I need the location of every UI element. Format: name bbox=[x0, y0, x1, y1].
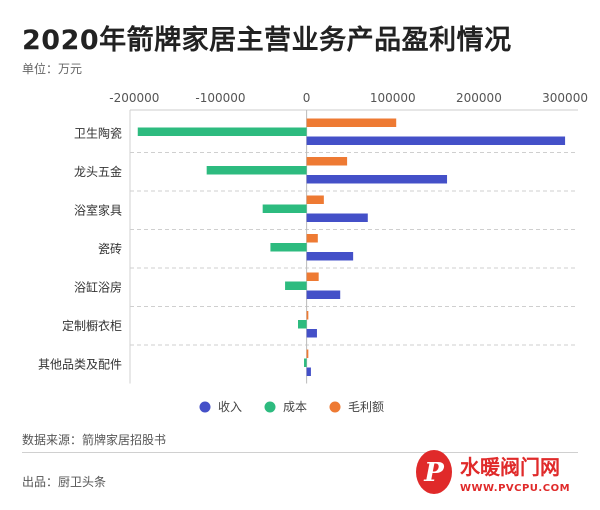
producer-credit: 出品：厨卫头条 bbox=[22, 475, 107, 489]
bar-收入 bbox=[306, 252, 354, 261]
legend-marker bbox=[329, 401, 341, 413]
watermark-logo: P 水暖阀门网 WWW.PVCPU.COM bbox=[416, 450, 570, 494]
bar-成本 bbox=[304, 358, 307, 367]
watermark-url: WWW.PVCPU.COM bbox=[460, 483, 570, 494]
category-label: 浴缸浴房 bbox=[74, 279, 122, 294]
bar-毛利额 bbox=[306, 349, 309, 358]
x-tick-label: 0 bbox=[303, 91, 311, 105]
bar-收入 bbox=[306, 213, 368, 222]
bar-成本 bbox=[285, 281, 307, 290]
legend-label: 毛利额 bbox=[348, 400, 384, 414]
bar-毛利额 bbox=[306, 234, 318, 243]
bar-成本 bbox=[206, 166, 307, 175]
bar-毛利额 bbox=[306, 311, 309, 320]
category-label: 其他品类及配件 bbox=[38, 357, 122, 371]
category-label: 定制橱衣柜 bbox=[62, 318, 122, 333]
category-label: 浴室家具 bbox=[74, 202, 122, 217]
logo-badge bbox=[416, 450, 452, 494]
x-tick-label: -100000 bbox=[195, 91, 245, 105]
category-label: 卫生陶瓷 bbox=[74, 125, 122, 140]
category-label: 龙头五金 bbox=[74, 164, 122, 179]
bar-毛利额 bbox=[306, 118, 397, 127]
bar-毛利额 bbox=[306, 195, 324, 204]
unit-label: 单位：万元 bbox=[22, 62, 83, 76]
x-tick-label: 200000 bbox=[456, 91, 502, 105]
bar-毛利额 bbox=[306, 157, 348, 166]
legend-label: 成本 bbox=[283, 400, 307, 414]
bar-收入 bbox=[306, 329, 317, 338]
x-tick-label: -200000 bbox=[109, 91, 159, 105]
bar-收入 bbox=[306, 175, 448, 184]
bar-毛利额 bbox=[306, 272, 319, 281]
footer-divider bbox=[22, 452, 578, 453]
bar-成本 bbox=[270, 243, 307, 252]
chart-title: 2020年箭牌家居主营业务产品盈利情况 bbox=[22, 25, 512, 56]
bar-收入 bbox=[306, 367, 311, 376]
watermark-text: 水暖阀门网 bbox=[460, 455, 560, 479]
category-label: 瓷砖 bbox=[98, 241, 122, 256]
legend-marker bbox=[264, 401, 276, 413]
bar-chart: -200000 -100000 0 100000 200000 300000 卫生陶瓷龙头五… bbox=[38, 91, 588, 414]
bar-成本 bbox=[298, 320, 307, 329]
legend-label: 收入 bbox=[218, 400, 242, 414]
data-source: 数据来源：箭牌家居招股书 bbox=[22, 433, 167, 447]
logo-letter: P bbox=[423, 458, 445, 488]
bar-成本 bbox=[262, 204, 307, 213]
x-tick-label: 300000 bbox=[542, 91, 588, 105]
bar-收入 bbox=[306, 136, 566, 145]
bar-收入 bbox=[306, 290, 341, 299]
x-tick-label: 100000 bbox=[370, 91, 416, 105]
bar-成本 bbox=[137, 127, 307, 136]
legend-marker bbox=[199, 401, 211, 413]
